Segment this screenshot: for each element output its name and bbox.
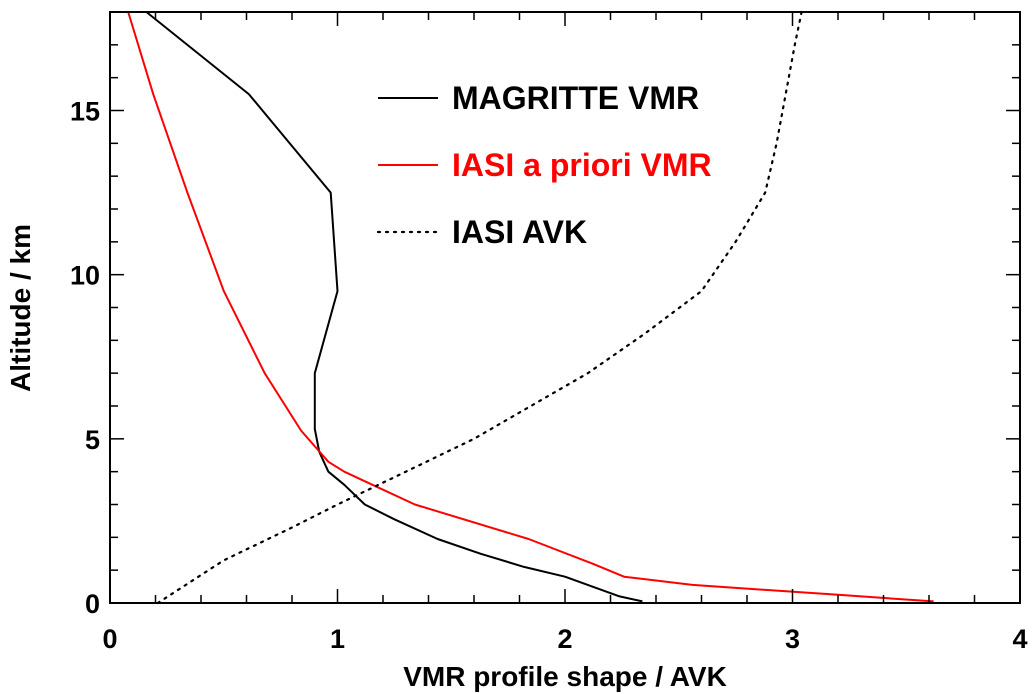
legend-label-1: MAGRITTE VMR bbox=[452, 80, 699, 116]
y-tick-label: 10 bbox=[70, 261, 100, 291]
y-tick-label: 15 bbox=[70, 97, 100, 127]
x-tick-label: 4 bbox=[1012, 624, 1027, 654]
x-tick-label: 1 bbox=[330, 624, 345, 654]
legend-label-3: IASI AVK bbox=[452, 214, 587, 250]
y-axis-label: Altitude / km bbox=[5, 224, 36, 392]
y-tick-label: 5 bbox=[85, 425, 100, 455]
tick-labels-layer: 0 1 2 3 4 0 5 10 15 bbox=[70, 97, 1028, 655]
legend-label-2: IASI a priori VMR bbox=[452, 147, 712, 183]
x-tick-label: 2 bbox=[557, 624, 572, 654]
series-line-3 bbox=[156, 10, 803, 605]
series-layer bbox=[127, 10, 934, 605]
series-line-2 bbox=[127, 11, 934, 603]
ticks-layer bbox=[109, 11, 1021, 604]
x-axis-label: VMR profile shape / AVK bbox=[403, 661, 727, 692]
y-tick-label: 0 bbox=[85, 589, 100, 619]
legend: MAGRITTE VMR IASI a priori VMR IASI AVK bbox=[376, 80, 712, 250]
series-line-1 bbox=[145, 11, 643, 603]
x-tick-label: 0 bbox=[102, 624, 117, 654]
x-tick-label: 3 bbox=[785, 624, 800, 654]
